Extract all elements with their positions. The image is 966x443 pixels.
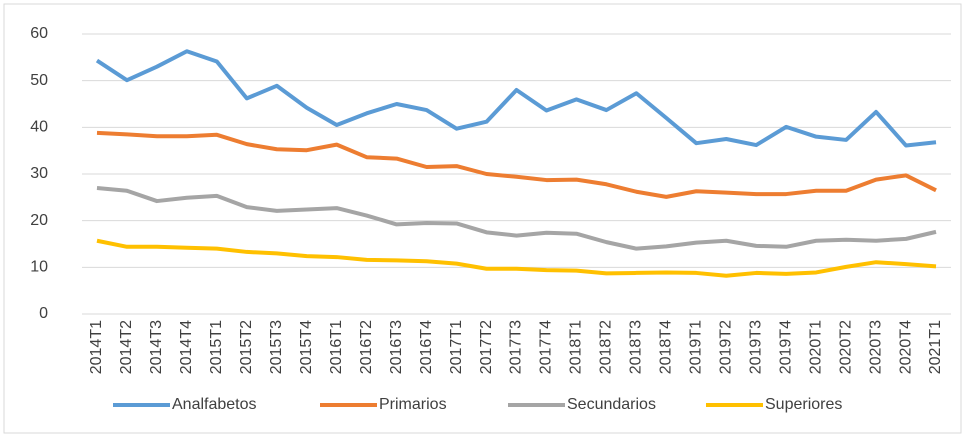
x-tick-label: 2016T4 [418, 320, 435, 374]
legend-label: Analfabetos [172, 396, 257, 413]
x-tick-label: 2019T4 [777, 320, 794, 374]
y-tick-label: 50 [30, 72, 48, 89]
y-tick-label: 10 [30, 259, 48, 276]
x-tick-label: 2018T4 [658, 320, 675, 374]
legend-label: Primarios [379, 396, 447, 413]
x-tick-label: 2020T1 [807, 320, 824, 374]
legend-label: Superiores [765, 396, 842, 413]
x-tick-label: 2018T1 [568, 320, 585, 374]
x-tick-label: 2014T1 [88, 320, 105, 374]
series-line [96, 186, 937, 251]
x-tick-label: 2015T3 [268, 320, 285, 374]
y-tick-label: 20 [30, 212, 48, 229]
x-tick-label: 2017T1 [448, 320, 465, 374]
x-tick-label: 2018T2 [598, 320, 615, 374]
series-line [96, 238, 937, 278]
x-tick-label: 2017T4 [538, 320, 555, 374]
x-tick-label: 2018T3 [628, 320, 645, 374]
y-tick-label: 0 [39, 305, 48, 322]
chart-border [3, 3, 962, 434]
x-tick-label: 2017T2 [478, 320, 495, 374]
x-tick-label: 2019T2 [717, 320, 734, 374]
y-tick-label: 40 [30, 119, 48, 136]
x-tick-label: 2014T2 [118, 320, 135, 374]
x-tick-label: 2020T3 [867, 320, 884, 374]
x-tick-label: 2021T1 [927, 320, 944, 374]
x-tick-label: 2019T3 [747, 320, 764, 374]
x-tick-label: 2016T1 [328, 320, 345, 374]
y-tick-label: 30 [30, 165, 48, 182]
series-line [95, 49, 937, 148]
y-tick-label: 60 [30, 25, 48, 42]
x-tick-label: 2019T1 [688, 320, 705, 374]
x-tick-label: 2016T3 [388, 320, 405, 374]
series-line [96, 130, 937, 199]
x-tick-label: 2020T4 [897, 320, 914, 374]
x-tick-label: 2014T4 [178, 320, 195, 374]
x-tick-label: 2016T2 [358, 320, 375, 374]
x-tick-label: 2017T3 [508, 320, 525, 374]
x-tick-label: 2015T4 [298, 320, 315, 374]
legend-label: Secundarios [567, 396, 656, 413]
x-tick-label: 2014T3 [148, 320, 165, 374]
x-tick-label: 2015T2 [238, 320, 255, 374]
x-tick-label: 2020T2 [837, 320, 854, 374]
x-tick-label: 2015T1 [208, 320, 225, 374]
